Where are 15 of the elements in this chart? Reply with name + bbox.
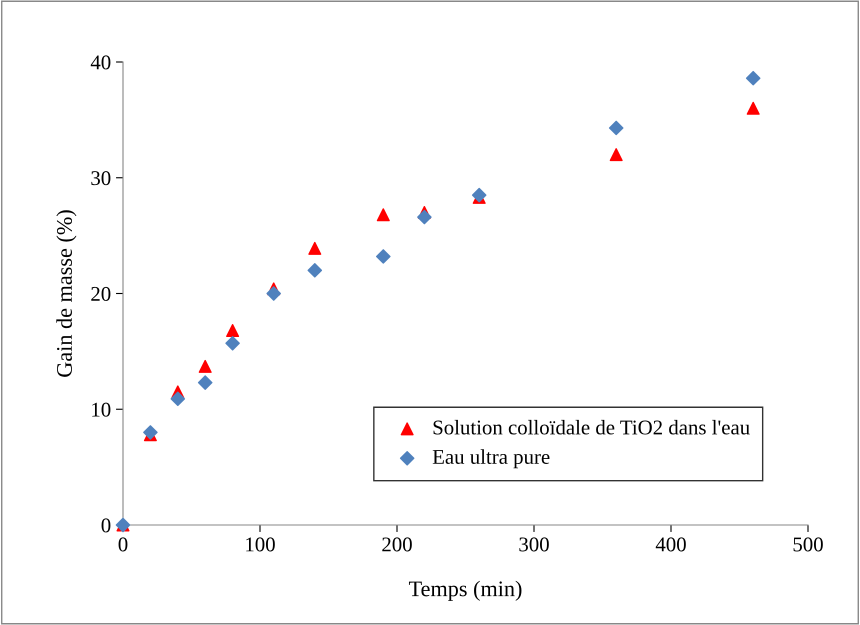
- x-tick-label: 300: [519, 537, 549, 552]
- y-tick-label: 30: [91, 171, 110, 186]
- x-tick-label: 500: [794, 537, 823, 552]
- x-tick-label: 100: [246, 537, 275, 552]
- x-tick-label: 200: [382, 537, 412, 552]
- legend-label: Eau ultra pure: [432, 449, 550, 468]
- y-axis-title: Gain de masse (%): [56, 210, 76, 377]
- y-tick-label: 40: [90, 55, 110, 70]
- x-tick-label: 400: [656, 537, 686, 552]
- legend-label: Solution colloïdale de TiO2 dans l'eau: [434, 420, 750, 435]
- x-axis-title: Temps (min): [408, 580, 522, 601]
- y-tick-label: 10: [92, 402, 110, 417]
- x-tick-label: 0: [118, 537, 128, 552]
- y-tick-label: 0: [102, 518, 110, 532]
- y-tick-label: 20: [91, 286, 110, 301]
